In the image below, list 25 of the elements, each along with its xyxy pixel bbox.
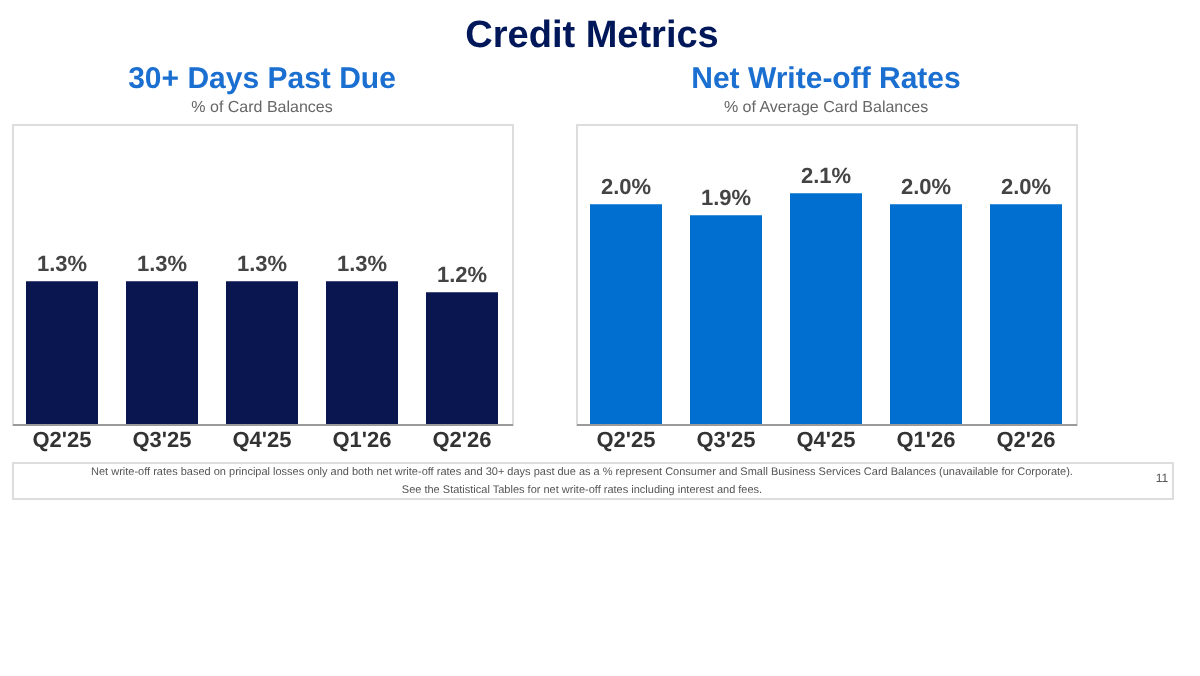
- text: Credit Metrics: [465, 15, 719, 57]
- x-tick-label: Q2'25: [32, 429, 92, 453]
- x-tick-label: Q2'25: [596, 429, 656, 453]
- x-tick-label: Q4'25: [232, 429, 292, 453]
- data-label: 1.3%: [336, 253, 388, 278]
- data-label: 1.3%: [136, 253, 188, 278]
- chart-subtitle: % of Card Balances: [191, 98, 333, 116]
- x-tick-label: Q2'26: [996, 429, 1056, 453]
- x-tick-label: Q3'25: [132, 429, 192, 453]
- x-tick-label: Q1'26: [896, 429, 956, 453]
- data-label: 2.0%: [1000, 176, 1052, 201]
- data-label: 2.1%: [800, 165, 852, 190]
- data-label: 1.2%: [436, 264, 488, 289]
- data-label: 1.3%: [236, 253, 288, 278]
- data-label: 2.0%: [900, 176, 952, 201]
- chart-title: 30+ Days Past Due: [128, 62, 396, 96]
- data-label: 1.3%: [36, 253, 88, 278]
- data-label: 1.9%: [700, 187, 752, 212]
- x-tick-label: Q3'25: [696, 429, 756, 453]
- chart-title: Net Write-off Rates: [691, 62, 961, 96]
- x-tick-label: Q1'26: [332, 429, 392, 453]
- x-tick-label: Q2'26: [432, 429, 492, 453]
- chart-subtitle: % of Average Card Balances: [723, 98, 929, 116]
- data-label: 2.0%: [600, 176, 652, 201]
- x-tick-label: Q4'25: [796, 429, 856, 453]
